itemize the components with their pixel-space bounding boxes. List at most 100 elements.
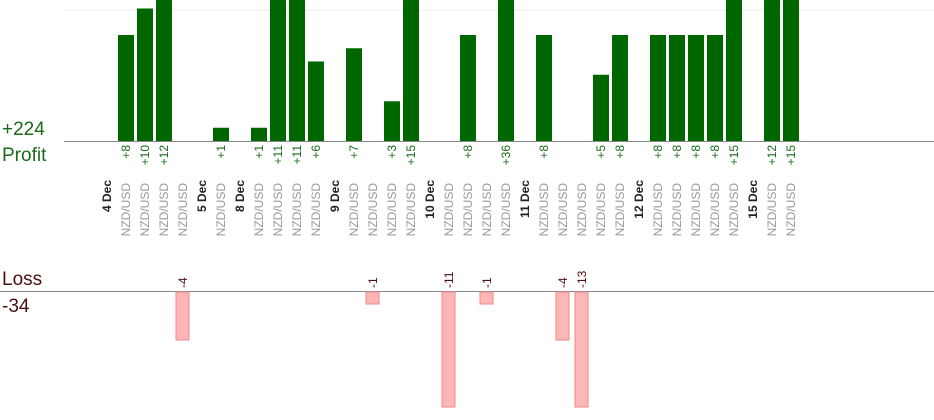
- date-label: 12 Dec: [632, 180, 646, 219]
- instrument-label: NZD/USD: [651, 183, 665, 237]
- loss-bar: [175, 291, 190, 341]
- date-label: 15 Dec: [746, 180, 760, 219]
- instrument-label: NZD/USD: [480, 183, 494, 237]
- instrument-label: NZD/USD: [784, 183, 798, 237]
- profit-value-label: +5: [594, 145, 608, 159]
- instrument-label: NZD/USD: [689, 183, 703, 237]
- date-label: 10 Dec: [423, 180, 437, 219]
- profit-bar: [270, 0, 286, 141]
- instrument-label: NZD/USD: [613, 183, 627, 237]
- instrument-label: NZD/USD: [556, 183, 570, 237]
- loss-bar: [574, 291, 589, 408]
- instrument-label: NZD/USD: [727, 183, 741, 237]
- profit-bar: [346, 48, 362, 141]
- loss-total: -34: [2, 296, 30, 317]
- instrument-label: NZD/USD: [347, 183, 361, 237]
- profit-value-label: +8: [651, 145, 665, 159]
- profit-bar: [460, 35, 476, 141]
- loss-value-label: -4: [556, 277, 570, 288]
- profit-value-label: +8: [708, 145, 722, 159]
- profit-value-label: +15: [784, 145, 798, 166]
- profit-value-label: +8: [613, 145, 627, 159]
- profit-value-label: +11: [271, 145, 285, 165]
- profit-bar: [403, 0, 419, 141]
- profit-value-label: +15: [727, 145, 741, 166]
- instrument-label: NZD/USD: [708, 183, 722, 237]
- profit-bar: [688, 35, 704, 141]
- profit-value-label: +8: [689, 145, 703, 159]
- instrument-label: NZD/USD: [385, 183, 399, 237]
- profit-bar: [498, 0, 514, 141]
- instrument-label: NZD/USD: [575, 183, 589, 237]
- date-label: 8 Dec: [233, 180, 247, 212]
- profit-bar: [783, 0, 799, 141]
- loss-bar: [365, 291, 380, 305]
- profit-value-label: +6: [309, 145, 323, 159]
- profit-bar: [251, 127, 267, 141]
- profit-value-label: +12: [765, 145, 779, 166]
- instrument-label: NZD/USD: [765, 183, 779, 237]
- date-label: 9 Dec: [328, 180, 342, 212]
- loss-value-label: -11: [442, 271, 456, 288]
- loss-bar: [441, 291, 456, 408]
- loss-value-label: -13: [575, 270, 589, 288]
- profit-bar: [726, 0, 742, 141]
- profit-value-label: +10: [138, 145, 152, 166]
- instrument-label: NZD/USD: [252, 183, 266, 237]
- profit-value-label: +8: [119, 145, 133, 159]
- profit-bar: [289, 0, 305, 141]
- profit-value-label: +8: [670, 145, 684, 159]
- instrument-label: NZD/USD: [404, 183, 418, 237]
- instrument-label: NZD/USD: [271, 183, 285, 237]
- profit-bar: [707, 35, 723, 141]
- profit-bar: [669, 35, 685, 141]
- profit-value-label: +8: [461, 145, 475, 159]
- instrument-label: NZD/USD: [157, 183, 171, 237]
- profit-label: Profit: [2, 145, 47, 166]
- profit-value-label: +1: [252, 145, 266, 159]
- profit-bar: [536, 35, 552, 141]
- profit-bar: [137, 8, 153, 141]
- profit-value-label: +15: [404, 145, 418, 166]
- profit-bar: [213, 127, 229, 141]
- loss-value-label: -4: [176, 277, 190, 288]
- profit-value-label: +36: [499, 145, 513, 166]
- profit-value-label: +7: [347, 145, 361, 159]
- profit-value-label: +11: [290, 145, 304, 165]
- instrument-label: NZD/USD: [366, 183, 380, 237]
- instrument-label: NZD/USD: [594, 183, 608, 237]
- instrument-label: NZD/USD: [176, 183, 190, 237]
- profit-bar: [593, 74, 609, 141]
- profit-bar: [612, 35, 628, 141]
- labels-group: 4 Dec NZD/USD +8 NZD/USD +10 NZD/USD +12 NZD/US…: [100, 145, 798, 288]
- loss-value-label: -1: [366, 277, 380, 288]
- instrument-label: NZD/USD: [138, 183, 152, 237]
- instrument-label: NZD/USD: [670, 183, 684, 237]
- profit-bar: [650, 35, 666, 141]
- profit-value-label: +8: [537, 145, 551, 159]
- instrument-label: NZD/USD: [537, 183, 551, 237]
- profit-bar: [384, 101, 400, 141]
- instrument-label: NZD/USD: [214, 183, 228, 237]
- date-label: 5 Dec: [195, 180, 209, 212]
- profit-value-label: +1: [214, 145, 228, 159]
- loss-bar: [479, 291, 494, 305]
- profit-total: +224: [2, 119, 45, 140]
- date-label: 4 Dec: [100, 180, 114, 212]
- loss-value-label: -1: [480, 277, 494, 288]
- instrument-label: NZD/USD: [499, 183, 513, 237]
- instrument-label: NZD/USD: [119, 183, 133, 237]
- profit-value-label: +3: [385, 145, 399, 159]
- profit-bar: [764, 0, 780, 141]
- profit-bar: [308, 61, 324, 141]
- profit-bar: [118, 35, 134, 141]
- date-label: 11 Dec: [518, 180, 532, 218]
- loss-label: Loss: [2, 269, 43, 290]
- instrument-label: NZD/USD: [290, 183, 304, 237]
- loss-bar: [555, 291, 570, 341]
- profit-value-label: +12: [157, 145, 171, 166]
- profit-bar: [156, 0, 172, 141]
- instrument-label: NZD/USD: [442, 183, 456, 237]
- instrument-label: NZD/USD: [309, 183, 323, 237]
